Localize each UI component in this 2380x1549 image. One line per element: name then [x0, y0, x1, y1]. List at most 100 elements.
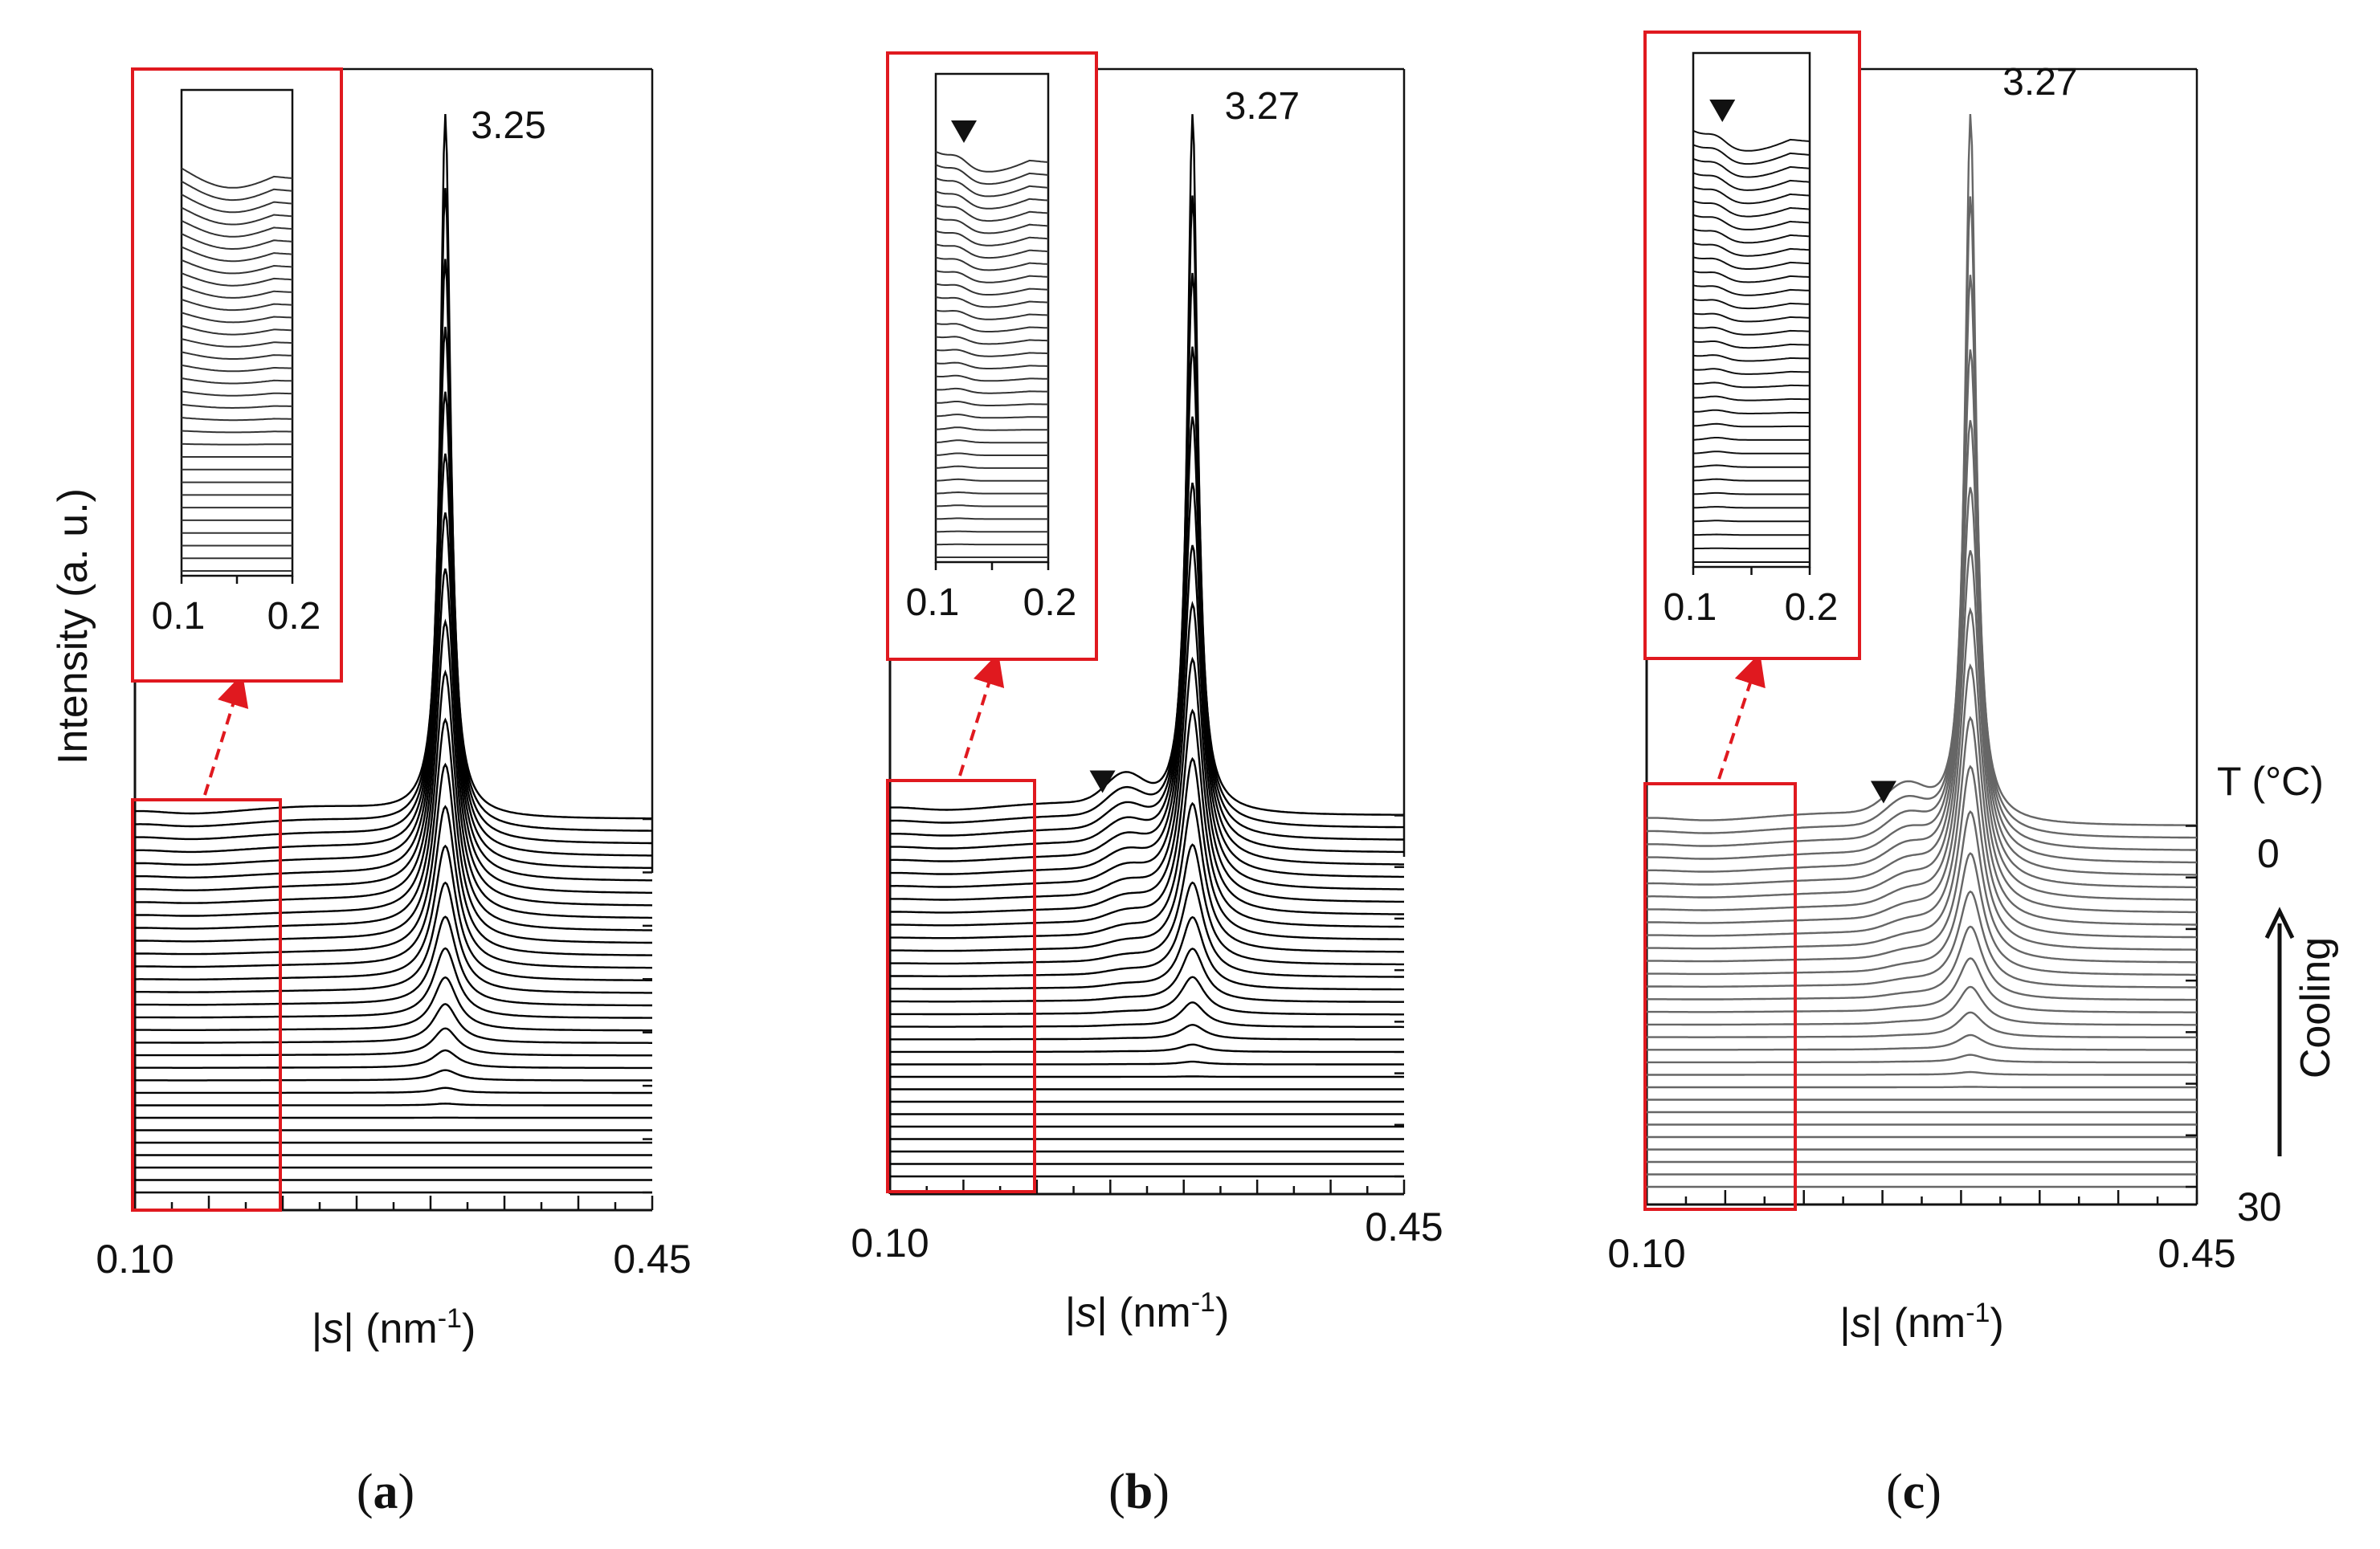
- inset-tick-label: 0.2: [1785, 586, 1839, 629]
- inset-curve: [181, 167, 293, 189]
- inset-curve: [935, 150, 1049, 173]
- inset-curve: [181, 364, 293, 373]
- inset-curve: [1692, 478, 1810, 482]
- inset-curve: [936, 491, 1048, 495]
- inset-curve: [935, 465, 1048, 469]
- panel-label: (a): [357, 1465, 414, 1519]
- highlight-box: [1643, 782, 1797, 1211]
- inset-curve: [935, 452, 1048, 456]
- curve-series: [135, 844, 652, 981]
- inset-curve: [1692, 450, 1810, 455]
- highlight-box: [131, 798, 282, 1212]
- inset-curve: [1692, 200, 1811, 218]
- inset-tick-label: 0.1: [152, 595, 206, 638]
- curve-series: [135, 1069, 652, 1082]
- curve-series: [135, 1103, 652, 1107]
- inset-curve: [1692, 228, 1811, 244]
- inset-curve: [1692, 214, 1811, 230]
- curve-series: [135, 1049, 652, 1070]
- inset-curve: [181, 272, 293, 287]
- curve-series: [890, 1060, 1404, 1066]
- inset-curve: [935, 190, 1049, 210]
- inset-curve: [181, 417, 292, 422]
- panel-b: 3.27 0.1 0.2 0.10 0.45 |s| (nm-1) (b): [851, 51, 1443, 1519]
- curve-series: [890, 195, 1404, 829]
- curve-series: [889, 601, 1405, 903]
- inset-curve: [181, 312, 293, 324]
- curve-series: [890, 1023, 1404, 1041]
- curve-series: [1647, 957, 2197, 1013]
- highlight-box: [886, 779, 1036, 1193]
- inset-marker: [1709, 100, 1736, 122]
- inset-curve: [935, 296, 1049, 308]
- inset-curve: [181, 351, 292, 360]
- inset-curve: [181, 259, 293, 275]
- curve-series: [135, 881, 652, 994]
- curve-series: [889, 756, 1404, 940]
- curve-series: [135, 453, 652, 882]
- inset-curve: [935, 336, 1049, 345]
- inset-curve: [1692, 437, 1810, 441]
- panel-label: (c): [1886, 1465, 1941, 1519]
- inset-curve: [935, 164, 1049, 185]
- inset-curve: [181, 298, 293, 312]
- inset-curve: [935, 387, 1049, 394]
- curve-series: [890, 948, 1404, 1003]
- inset-curve: [1692, 172, 1811, 191]
- inset-curve: [935, 256, 1049, 271]
- curve-series: [1647, 1011, 2198, 1039]
- curve-series: [135, 805, 652, 969]
- temperature-bottom-label: 30: [2237, 1184, 2282, 1229]
- x-tick-label: 0.10: [851, 1221, 929, 1266]
- curve-series: [134, 717, 652, 944]
- inset-curve: [181, 377, 293, 385]
- curve-series: [890, 801, 1404, 953]
- inset-curve: [935, 374, 1048, 382]
- inset-curve: [181, 180, 293, 202]
- inset-curve: [936, 517, 1048, 520]
- inset-curve: [1692, 422, 1810, 428]
- inset-curve: [935, 439, 1048, 444]
- inset-curve: [181, 206, 293, 226]
- peak-label: 3.27: [1225, 85, 1300, 128]
- inset-curve: [181, 403, 292, 409]
- x-tick-label: 0.45: [1365, 1205, 1443, 1249]
- x-axis-title: |s| (nm-1): [1065, 1287, 1230, 1336]
- peak-label: 3.27: [2002, 61, 2077, 104]
- curve-series: [1647, 487, 2197, 889]
- inset-curve: [181, 324, 293, 336]
- inset-curve: [935, 230, 1049, 247]
- inset-curve: [181, 285, 293, 299]
- peak-label: 3.25: [471, 104, 545, 147]
- temperature-top-label: 0: [2257, 831, 2280, 876]
- zoom-arrow: [203, 673, 249, 796]
- inset-tick-label: 0.2: [267, 595, 321, 638]
- inset-marker: [951, 120, 977, 143]
- cooling-label: Cooling: [2292, 937, 2339, 1078]
- curve-series: [890, 976, 1404, 1016]
- curve-series: [890, 544, 1404, 891]
- inset-tick-label: 0.2: [1023, 581, 1077, 624]
- panel-label: (b): [1108, 1465, 1170, 1519]
- zoom-arrow: [958, 652, 1005, 777]
- zoom-arrow: [1717, 652, 1766, 780]
- x-tick-label: 0.10: [96, 1237, 173, 1282]
- inset-curve: [1692, 298, 1811, 310]
- curve-series: [890, 843, 1404, 966]
- curve-series: [135, 947, 652, 1019]
- inset-curve: [1693, 506, 1810, 509]
- cooling-arrow: [2264, 907, 2295, 1156]
- curve-series: [1647, 985, 2197, 1026]
- inset-curve: [1692, 242, 1811, 257]
- curve-series: [134, 259, 652, 845]
- curve-series: [1647, 1070, 2197, 1076]
- inset-curve: [181, 338, 293, 348]
- inset-curve: [935, 217, 1049, 234]
- curve-series: [135, 1003, 652, 1044]
- inset-curve: [1692, 185, 1811, 205]
- curve-series: [135, 1027, 652, 1057]
- panel-a: 3.25 0.1 0.2 0.10 0.45 |s| (nm-1) (a): [96, 67, 692, 1519]
- inset-curve: [936, 504, 1048, 508]
- curve-series: [1647, 1054, 2197, 1064]
- inset-box: [1643, 31, 1861, 660]
